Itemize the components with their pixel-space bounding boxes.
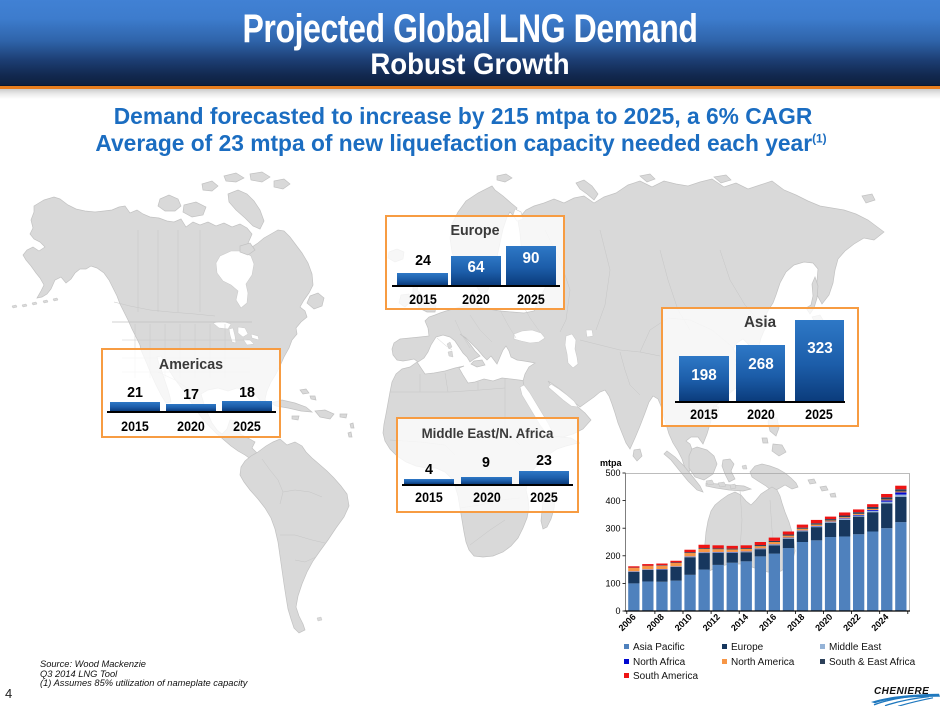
svg-text:0: 0: [615, 606, 620, 616]
svg-text:500: 500: [605, 468, 620, 478]
svg-text:2008: 2008: [645, 612, 666, 633]
svg-text:2018: 2018: [785, 612, 806, 633]
svg-text:400: 400: [605, 496, 620, 506]
svg-text:2012: 2012: [701, 612, 722, 633]
svg-text:mtpa: mtpa: [600, 458, 622, 468]
svg-text:2016: 2016: [757, 612, 778, 633]
svg-text:200: 200: [605, 551, 620, 561]
svg-text:2014: 2014: [729, 612, 750, 633]
svg-text:2010: 2010: [673, 612, 694, 633]
svg-text:2020: 2020: [813, 612, 834, 633]
svg-text:2022: 2022: [841, 612, 862, 633]
svg-text:100: 100: [605, 579, 620, 589]
svg-text:300: 300: [605, 523, 620, 533]
svg-text:2024: 2024: [869, 612, 890, 633]
